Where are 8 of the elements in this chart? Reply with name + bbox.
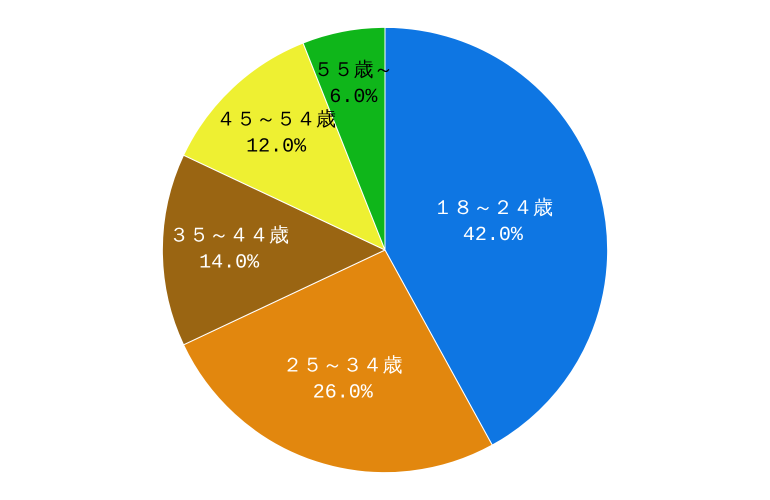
data-label: 14.0% [199,252,260,274]
slice-label: １８～２４歳 [432,196,553,221]
slice-label: ３５～４４歳 [169,224,290,248]
data-label: 26.0% [312,382,374,405]
slice-label: ２５～３４歳 [282,354,403,379]
data-label: 12.0% [246,136,308,159]
data-label: 6.0% [329,86,378,109]
data-label: 42.0% [462,224,524,247]
